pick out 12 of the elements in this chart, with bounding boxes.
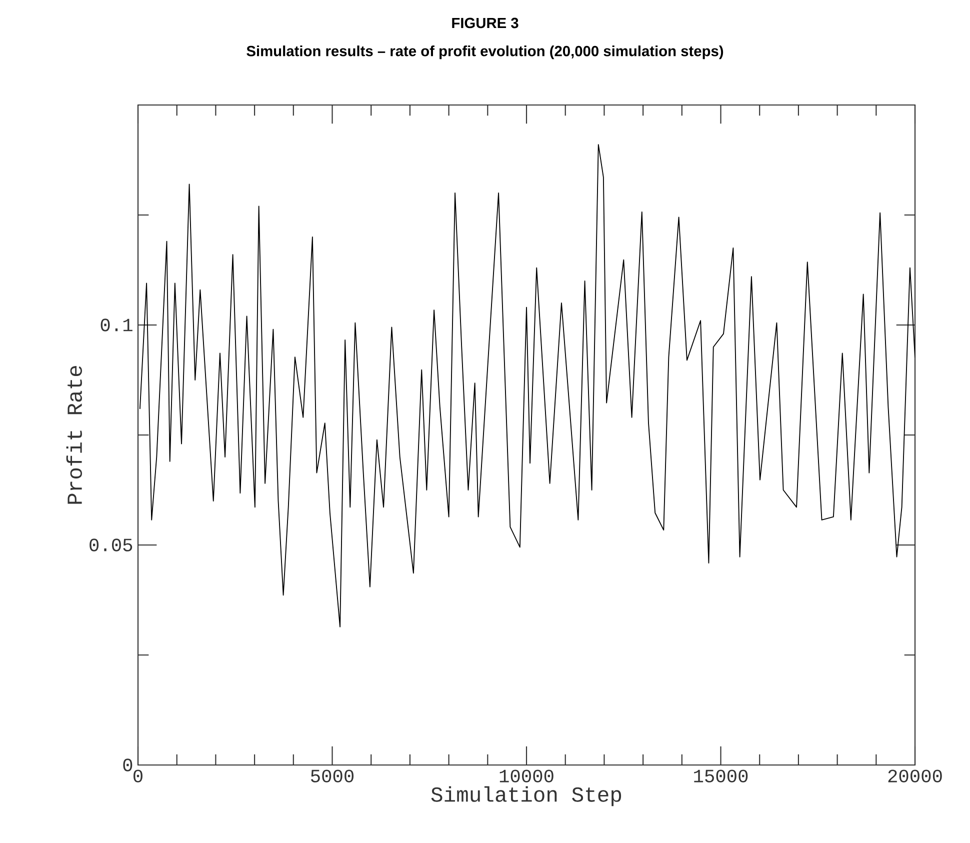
y-tick-label: 0.05 <box>90 538 132 552</box>
y-tick-label: 0.1 <box>100 318 132 332</box>
x-axis-title: Simulation Step <box>431 786 622 806</box>
x-tick-label: 15000 <box>694 770 748 782</box>
chart-subtitle: Simulation results – rate of profit evolution (20,000 simulation steps) <box>246 45 724 60</box>
y-axis-title: Profit Rate <box>66 366 82 504</box>
x-tick-label: 20000 <box>888 770 942 782</box>
x-tick-label: 5000 <box>311 770 354 782</box>
x-tick-label: 10000 <box>500 770 554 782</box>
chart-title: FIGURE 3 <box>452 18 518 28</box>
x-tick-label: 0 <box>134 770 142 782</box>
y-tick-label: 0 <box>123 758 132 772</box>
